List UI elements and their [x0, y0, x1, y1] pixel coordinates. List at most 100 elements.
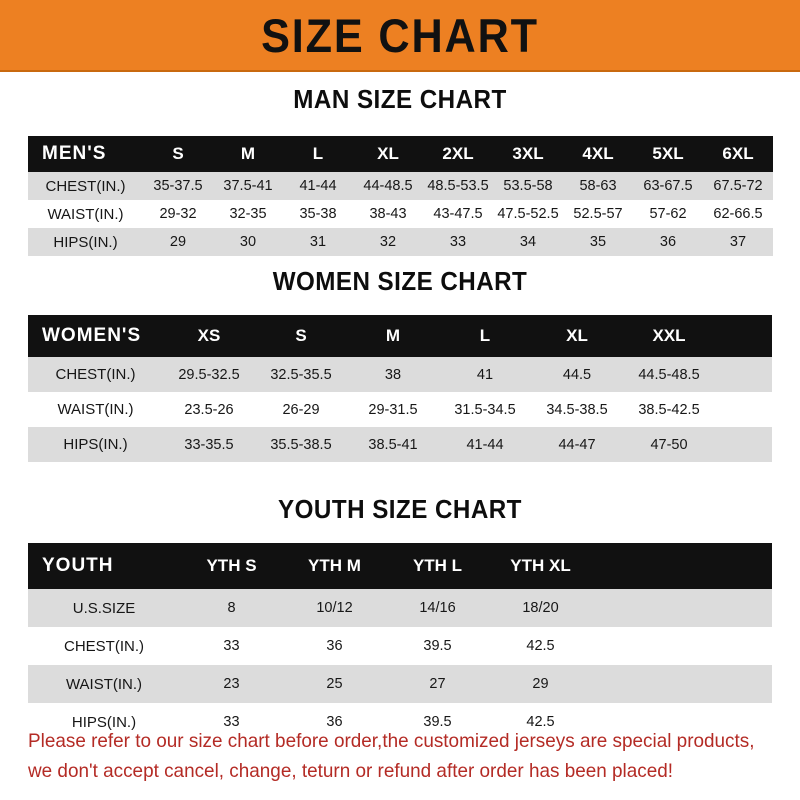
- youth-table-header-filler: [592, 543, 772, 589]
- youth-cell-2-1: 25: [326, 676, 343, 692]
- men-cell-1-7: 57-62: [649, 206, 687, 222]
- men-cell-2-5: 34: [519, 234, 537, 250]
- women-cell-0-2: 38: [384, 366, 402, 383]
- women-table-body: WOMEN'S XS S M L XL XXL CHEST(IN.) 29.5-32.5 32.5…: [28, 315, 772, 462]
- order-policy-note-line-2: we don't accept cancel, change, teturn o…: [28, 760, 674, 782]
- men-row-label-2: HIPS(IN.): [53, 233, 118, 251]
- table-row: CHEST(IN.) 29.5-32.5 32.5-35.5 38 41 44.5 44.5…: [28, 357, 772, 392]
- youth-cell-0-2: 14/16: [419, 600, 456, 616]
- women-cell-1-5: 38.5-42.5: [638, 401, 700, 418]
- table-row: HIPS(IN.) 29 30 31 32 33 34 35 36 37: [28, 228, 773, 256]
- youth-cell-2-2: 27: [429, 676, 446, 692]
- women-size-header-xxl: XXL: [652, 326, 686, 345]
- men-cell-2-8: 37: [729, 234, 747, 250]
- men-size-header-5xl: 5XL: [652, 144, 684, 163]
- men-size-header-l: L: [312, 144, 324, 163]
- men-cell-1-3: 38-43: [369, 206, 407, 222]
- men-size-header-4xl: 4XL: [582, 144, 614, 163]
- women-size-header-s: S: [295, 326, 307, 345]
- youth-row-filler-1: [592, 627, 772, 665]
- youth-cell-1-2: 39.5: [423, 638, 452, 654]
- youth-size-header-yth-s: YTH S: [206, 556, 257, 575]
- women-table-corner-label: WOMEN'S: [42, 325, 142, 346]
- women-cell-1-4: 34.5-38.5: [546, 401, 608, 418]
- men-cell-0-3: 44-48.5: [363, 178, 413, 194]
- women-table-header-row: WOMEN'S XS S M L XL XXL: [28, 315, 772, 357]
- youth-size-table: YOUTH YTH S YTH M YTH L YTH XL U.S.SIZE 8 10/12…: [28, 543, 772, 741]
- men-cell-2-1: 30: [239, 234, 257, 250]
- youth-row-label-0: U.S.SIZE: [72, 599, 136, 617]
- youth-cell-3-3: 42.5: [526, 714, 555, 730]
- men-cell-2-4: 33: [449, 234, 467, 250]
- table-row: CHEST(IN.) 33 36 39.5 42.5: [28, 627, 772, 665]
- women-size-header-xl: XL: [566, 326, 588, 345]
- men-size-header-s: S: [172, 144, 184, 163]
- women-size-table: WOMEN'S XS S M L XL XXL CHEST(IN.) 29.5-32.5 32.5…: [28, 315, 772, 462]
- women-cell-1-3: 31.5-34.5: [454, 401, 516, 418]
- table-row: WAIST(IN.) 29-32 32-35 35-38 38-43 43-47.5 47.…: [28, 200, 773, 228]
- men-size-table: MEN'S S M L XL 2XL 3XL 4XL 5XL 6XL CHEST(IN.) 35-37…: [28, 136, 773, 256]
- men-cell-1-0: 29-32: [159, 206, 197, 222]
- youth-size-header-yth-l: YTH L: [412, 556, 463, 575]
- women-table-header-filler: [715, 315, 772, 357]
- table-row: U.S.SIZE 8 10/12 14/16 18/20: [28, 589, 772, 627]
- men-cell-0-5: 53.5-58: [503, 178, 553, 194]
- youth-cell-1-3: 42.5: [526, 638, 555, 654]
- youth-cell-3-2: 39.5: [423, 714, 452, 730]
- youth-row-label-3: HIPS(IN.): [71, 713, 137, 731]
- youth-row-filler-2: [592, 665, 772, 703]
- men-cell-0-7: 63-67.5: [643, 178, 693, 194]
- men-cell-2-7: 36: [659, 234, 677, 250]
- youth-cell-1-1: 36: [326, 638, 343, 654]
- men-cell-2-0: 29: [169, 234, 187, 250]
- men-table-header-row: MEN'S S M L XL 2XL 3XL 4XL 5XL 6XL: [28, 136, 773, 172]
- women-cell-2-5: 47-50: [650, 436, 688, 453]
- women-cell-2-0: 33-35.5: [184, 436, 234, 453]
- section-heading-men: MAN SIZE CHART: [293, 84, 507, 114]
- page-banner: SIZE CHART: [0, 0, 800, 72]
- women-cell-2-2: 38.5-41: [368, 436, 418, 453]
- men-cell-1-2: 35-38: [299, 206, 337, 222]
- men-size-header-xl: XL: [377, 144, 399, 163]
- men-cell-1-8: 62-66.5: [713, 206, 763, 222]
- men-cell-1-4: 43-47.5: [433, 206, 483, 222]
- women-cell-0-1: 32.5-35.5: [270, 366, 332, 383]
- women-row-label-2: HIPS(IN.): [63, 436, 128, 453]
- youth-cell-2-0: 23: [223, 676, 240, 692]
- women-cell-0-3: 41: [476, 366, 494, 383]
- youth-row-label-1: CHEST(IN.): [64, 637, 144, 655]
- men-cell-2-2: 31: [309, 234, 327, 250]
- men-cell-1-6: 52.5-57: [573, 206, 623, 222]
- men-cell-0-6: 58-63: [579, 178, 617, 194]
- men-cell-1-5: 47.5-52.5: [497, 206, 559, 222]
- youth-cell-0-1: 10/12: [316, 600, 353, 616]
- youth-row-filler-0: [592, 589, 772, 627]
- men-size-header-3xl: 3XL: [512, 144, 544, 163]
- women-cell-0-5: 44.5-48.5: [638, 366, 700, 383]
- table-row: HIPS(IN.) 33 36 39.5 42.5: [28, 703, 772, 741]
- women-row-filler-0: [715, 357, 772, 392]
- youth-cell-0-0: 8: [227, 600, 236, 616]
- men-size-header-6xl: 6XL: [722, 144, 754, 163]
- page-title: SIZE CHART: [261, 8, 539, 62]
- women-size-header-l: L: [479, 326, 491, 345]
- men-row-label-0: CHEST(IN.): [45, 177, 126, 195]
- table-row: WAIST(IN.) 23.5-26 26-29 29-31.5 31.5-34.5 34…: [28, 392, 772, 427]
- women-cell-2-4: 44-47: [558, 436, 596, 453]
- order-policy-note-line-1: Please refer to our size chart before or…: [28, 730, 755, 752]
- women-cell-2-1: 35.5-38.5: [270, 436, 332, 453]
- men-cell-1-1: 32-35: [229, 206, 267, 222]
- women-size-header-xs: XS: [197, 326, 221, 345]
- section-heading-youth: YOUTH SIZE CHART: [278, 494, 522, 524]
- youth-table-body: YOUTH YTH S YTH M YTH L YTH XL U.S.SIZE 8 10/12…: [28, 543, 772, 741]
- men-size-header-2xl: 2XL: [442, 144, 474, 163]
- table-row: CHEST(IN.) 35-37.5 37.5-41 41-44 44-48.5 48.5…: [28, 172, 773, 200]
- youth-cell-2-3: 29: [532, 676, 549, 692]
- women-row-label-0: CHEST(IN.): [55, 366, 136, 383]
- order-policy-note: Please refer to our size chart before or…: [28, 726, 757, 786]
- table-row: HIPS(IN.) 33-35.5 35.5-38.5 38.5-41 41-44 44-…: [28, 427, 772, 462]
- youth-cell-0-3: 18/20: [522, 600, 559, 616]
- women-cell-1-1: 26-29: [282, 401, 320, 418]
- men-table-corner-label: MEN'S: [42, 143, 107, 164]
